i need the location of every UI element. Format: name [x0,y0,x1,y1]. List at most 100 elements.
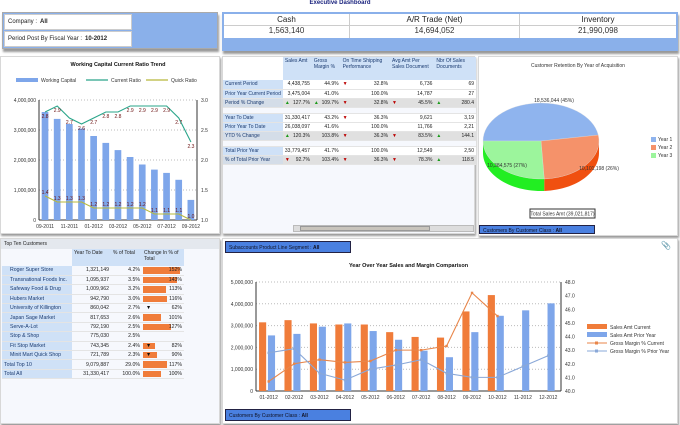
period-value: 10-2012 [85,36,108,42]
customer-row[interactable]: Stop & Shop 775,030 2.5% [2,331,184,342]
arrow-up-icon: ▲ [284,99,290,106]
change-value: 116% [169,295,182,302]
cell: 41.0% [311,89,341,99]
bar [436,337,445,391]
row-label: Year To Date [223,113,283,123]
pie-slice[interactable] [540,134,600,180]
pct-total: 4.2% [111,266,142,276]
spacer [223,107,476,114]
cell-value: 36.3% [373,114,389,121]
cell-value: 12,549 [417,147,433,154]
period-filter[interactable]: Period Post By Fiscal Year :10-2012 [4,31,132,47]
ytd-value: 9,079,887 [72,359,112,370]
change-value: 62% [171,305,182,312]
y-tick-label: 0 [250,389,253,395]
data-label: 2.9 [139,108,146,114]
change-cell: 100% [142,369,184,380]
customer-name: Roger Super Store [2,266,72,276]
customer-row[interactable]: Transnational Foods Inc. 1,095,937 3.5% 143… [2,275,184,286]
data-point [521,365,525,368]
pie-slice[interactable] [482,102,599,142]
customer-name: Serve-A-Lot [2,322,72,333]
pie-slice[interactable] [482,140,545,180]
customer-row[interactable]: Minit Mart Quick Shop 721,789 2.3% ▼ 90% [2,350,184,361]
ytd-value: 817,653 [72,312,112,323]
data-label: 1.4 [42,190,49,196]
top-customers-title: Top Ten Customers [1,239,219,249]
customer-row[interactable]: Roger Super Store 1,321,149 4.2% 152% [2,266,184,276]
cell: 103.8% [311,131,341,141]
horizontal-scrollbar[interactable] [293,225,474,232]
x-tick-label: 02-2012 [285,395,304,401]
customer-row[interactable]: Hubers Market 942,790 3.0% 116% [2,294,184,305]
customer-row[interactable]: Safeway Food & Drug 1,009,962 3.2% 113% [2,284,184,295]
table-row: YTD % Change ▲ 120.3% 103.8% ▼ 36.3% ▼ 83.5% ▲ 14… [223,131,476,141]
x-tick-label: 01-2012 [260,395,279,401]
kpi-value: 14,694,052 [414,26,455,35]
product-line-filter[interactable]: Subaccounts Product Line Segment : All [225,241,351,253]
arrow-down-icon: ▼ [342,114,348,121]
change-cell: 113% [142,284,184,295]
yoy-panel: Subaccounts Product Line Segment : All 📎… [222,238,678,424]
cell-value: 33,779,457 [284,147,310,154]
cell-value: 92.7% [295,156,310,163]
cell-value: 144.1 [461,132,474,139]
data-label: 2.7 [90,120,97,126]
change-value: 100% [168,370,182,377]
company-filter[interactable]: Company : All [4,14,132,30]
arrow-up-icon: ▲ [313,99,319,106]
cell-value: 41.6% [324,123,339,130]
cell: 2,21 [434,122,476,132]
customer-row[interactable]: Serve-A-Lot 792,190 2.5% 127% [2,322,184,333]
x-tick-label: 04-2012 [336,395,355,401]
data-point [343,378,347,382]
cell: 103.4% [311,155,341,165]
filter-value: All [301,413,308,419]
cell: ▼ 83.5% [390,131,435,141]
data-point [267,351,270,355]
scrollbar-thumb[interactable] [300,226,430,231]
bar [462,311,470,391]
customer-class-filter[interactable]: Customers By Customer Class : All [225,409,351,421]
change-cell: ▼ 62% [142,303,184,314]
customer-class-filter[interactable]: Customers By Customer Class : All [479,225,595,234]
paperclip-icon[interactable]: 📎 [661,241,671,250]
cell-value: 44.9% [324,81,339,88]
customer-row[interactable]: Fit Stop Market 743,345 2.4% ▼ 82% [2,341,184,352]
customer-name: Japan Sage Market [2,312,72,323]
y2-tick-label: 1.5 [201,188,208,194]
change-cell [142,331,184,342]
y2-tick-label: 1.0 [201,218,208,224]
cell-value: 6,736 [419,81,433,88]
column-header: Avg Amt Per Sales Document [390,57,435,80]
bar [163,172,170,220]
cell-value: 78.3% [418,156,433,163]
legend-swatch [587,332,607,337]
customer-name: Total Top 10 [2,359,72,370]
chart-title: Year Over Year Sales and Margin Comparis… [349,263,469,269]
table-row: Prior Year To Date 26,038,097 41.6% 100.0% 1… [223,122,476,132]
cell: 4,438,755 [282,80,312,90]
change-bar [143,276,177,284]
cell: ▼ 36.3% [340,155,391,165]
y2-tick-label: 43.0 [565,348,575,354]
kpi-label: Cash [224,14,349,26]
y2-tick-label: 2.5 [201,128,208,134]
y2-tick-label: 47.0 [565,294,575,300]
data-point [369,359,372,363]
y-tick-label: 4,000,000 [14,98,36,104]
cell-value: 109.7% [321,99,339,106]
header-row: Sales Amt Gross Margin % On Time Shipping … [223,57,476,80]
series-line [44,105,192,143]
bar [65,124,73,220]
arrow-up-icon: ▲ [436,132,442,139]
data-label: 2.9 [127,108,134,114]
arrow-up-icon: ▲ [436,156,442,163]
row-label: Prior Year To Date [223,122,283,132]
bar [471,332,479,391]
row-label: YTD % Change [223,131,283,141]
data-label: 2.9 [54,108,61,114]
customer-row[interactable]: Japan Sage Market 817,653 2.6% 101% [2,312,184,323]
data-label: 2.8 [115,114,122,120]
customer-row[interactable]: University of Killington 860,042 2.7% ▼ 62% [2,303,184,314]
